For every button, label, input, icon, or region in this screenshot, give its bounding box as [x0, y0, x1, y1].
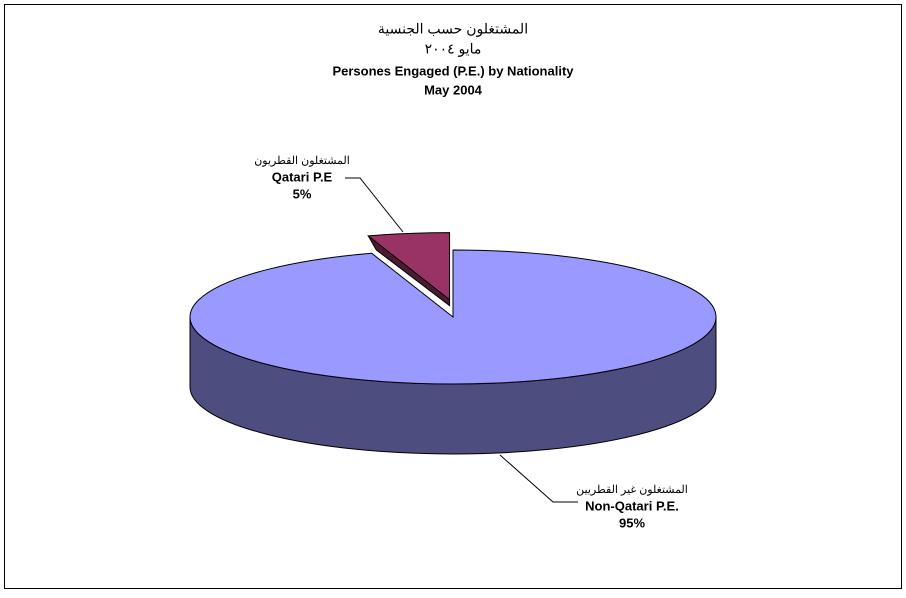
slice-label-ar: المشتغلون القطريون	[254, 155, 350, 167]
slice	[189, 249, 717, 385]
title-line: May 2004	[424, 82, 483, 97]
title-line: المشتغلون حسب الجنسية	[378, 21, 528, 38]
pie	[189, 232, 717, 455]
leader-line	[499, 454, 578, 503]
slice	[366, 232, 451, 301]
leader-line	[345, 177, 404, 233]
slice-label: Non-Qatari P.E.	[585, 498, 679, 513]
title-line: Persones Engaged (P.E.) by Nationality	[332, 63, 574, 78]
slice-label: Qatari P.E	[272, 169, 333, 184]
slice-value-label: 5%	[293, 186, 312, 201]
slice-label-ar: المشتغلون غير القطريين	[576, 484, 688, 496]
slice-value-label: 95%	[619, 515, 645, 530]
title-line: مايو ٢٠٠٤	[425, 41, 482, 58]
